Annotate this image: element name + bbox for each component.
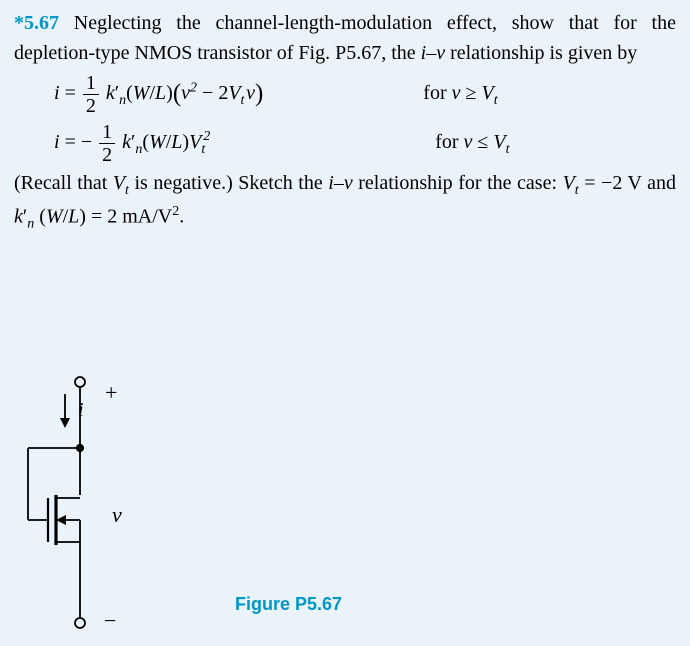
equation-1: i = 12 k′n(W/L)(v2 − 2Vt v) bbox=[54, 72, 263, 117]
iv-symbol: i–v bbox=[421, 42, 445, 64]
problem-number: *5.67 bbox=[14, 12, 59, 34]
equation-row-2: i = − 12 k′n(W/L)Vt2 for v ≤ Vt bbox=[54, 121, 676, 166]
cond1-prefix: for bbox=[423, 82, 451, 104]
equation-1-condition: for v ≥ Vt bbox=[423, 78, 497, 111]
figure-caption: Figure P5.67 bbox=[235, 591, 342, 618]
recall-text: (Recall that Vt is negative.) Sketch the… bbox=[14, 168, 676, 235]
equation-2-condition: for v ≤ Vt bbox=[435, 127, 509, 160]
vt-value: = −2 V bbox=[584, 172, 641, 194]
recall-part3: relationship for the case: bbox=[353, 172, 563, 194]
equation-row-1: i = 12 k′n(W/L)(v2 − 2Vt v) for v ≥ Vt bbox=[54, 72, 676, 117]
equation-2: i = − 12 k′n(W/L)Vt2 bbox=[54, 121, 210, 166]
cond2-prefix: for bbox=[435, 131, 463, 153]
label-minus: − bbox=[104, 608, 116, 633]
label-plus: + bbox=[105, 380, 117, 405]
end-dot: . bbox=[179, 206, 184, 228]
recall-part2: is negative.) Sketch the bbox=[129, 172, 328, 194]
recall-part1: (Recall that bbox=[14, 172, 113, 194]
intro-text-2: relationship is given by bbox=[445, 42, 637, 64]
and-text: and bbox=[642, 172, 676, 194]
label-i: i bbox=[78, 399, 84, 421]
circuit-schematic: i + v − bbox=[20, 370, 220, 640]
kn-value: = 2 mA/V bbox=[91, 206, 172, 228]
label-v: v bbox=[112, 502, 122, 527]
problem-statement: *5.67 Neglecting the channel-length-modu… bbox=[14, 8, 676, 68]
